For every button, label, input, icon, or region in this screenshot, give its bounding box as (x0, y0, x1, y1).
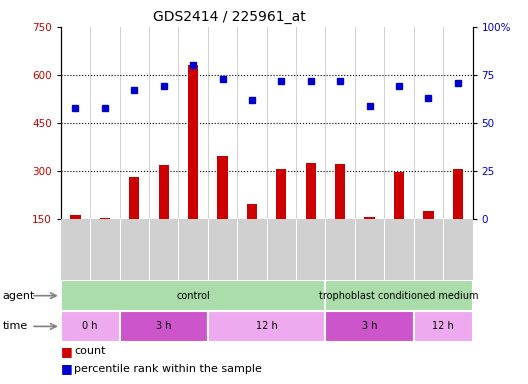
Bar (129, 177, 139, 219)
Bar (452, 169, 463, 219)
Text: percentile rank within the sample: percentile rank within the sample (74, 364, 262, 374)
Text: trophoblast conditioned medium: trophoblast conditioned medium (319, 291, 479, 301)
Text: 3 h: 3 h (156, 321, 172, 331)
Text: control: control (176, 291, 210, 301)
Text: 12 h: 12 h (256, 321, 278, 331)
Text: GDS2414 / 225961_at: GDS2414 / 225961_at (153, 10, 306, 23)
Bar (394, 172, 404, 219)
Bar (364, 217, 375, 219)
Bar (208, 311, 325, 342)
Bar (414, 311, 473, 342)
Bar (325, 280, 473, 311)
Bar (100, 218, 110, 219)
Text: ■: ■ (61, 345, 72, 358)
Bar (188, 65, 198, 219)
Bar (70, 215, 81, 219)
Bar (218, 157, 228, 219)
Bar (335, 164, 345, 219)
Text: time: time (3, 321, 28, 331)
Bar (306, 163, 316, 219)
Text: count: count (74, 346, 106, 356)
Bar (247, 204, 257, 219)
Bar (423, 211, 433, 219)
Text: ■: ■ (61, 362, 72, 375)
Bar (61, 311, 119, 342)
Bar (119, 311, 208, 342)
Text: 12 h: 12 h (432, 321, 454, 331)
Text: 3 h: 3 h (362, 321, 378, 331)
Text: agent: agent (3, 291, 35, 301)
Bar (61, 280, 325, 311)
Text: 0 h: 0 h (82, 321, 98, 331)
Bar (325, 311, 414, 342)
Bar (276, 169, 287, 219)
Bar (158, 165, 169, 219)
